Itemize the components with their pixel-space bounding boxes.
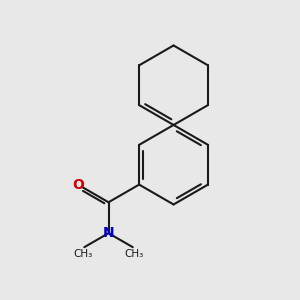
Text: CH₃: CH₃ <box>73 249 92 259</box>
Text: O: O <box>72 178 84 192</box>
Text: N: N <box>103 226 114 240</box>
Text: CH₃: CH₃ <box>124 249 144 259</box>
